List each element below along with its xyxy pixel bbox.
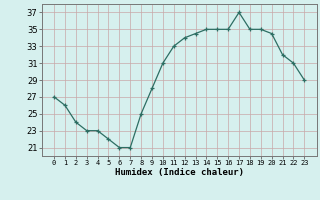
X-axis label: Humidex (Indice chaleur): Humidex (Indice chaleur): [115, 168, 244, 177]
